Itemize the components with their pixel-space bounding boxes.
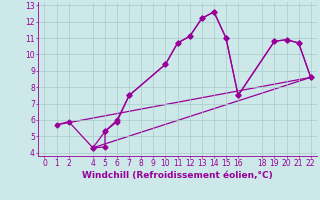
X-axis label: Windchill (Refroidissement éolien,°C): Windchill (Refroidissement éolien,°C): [82, 171, 273, 180]
